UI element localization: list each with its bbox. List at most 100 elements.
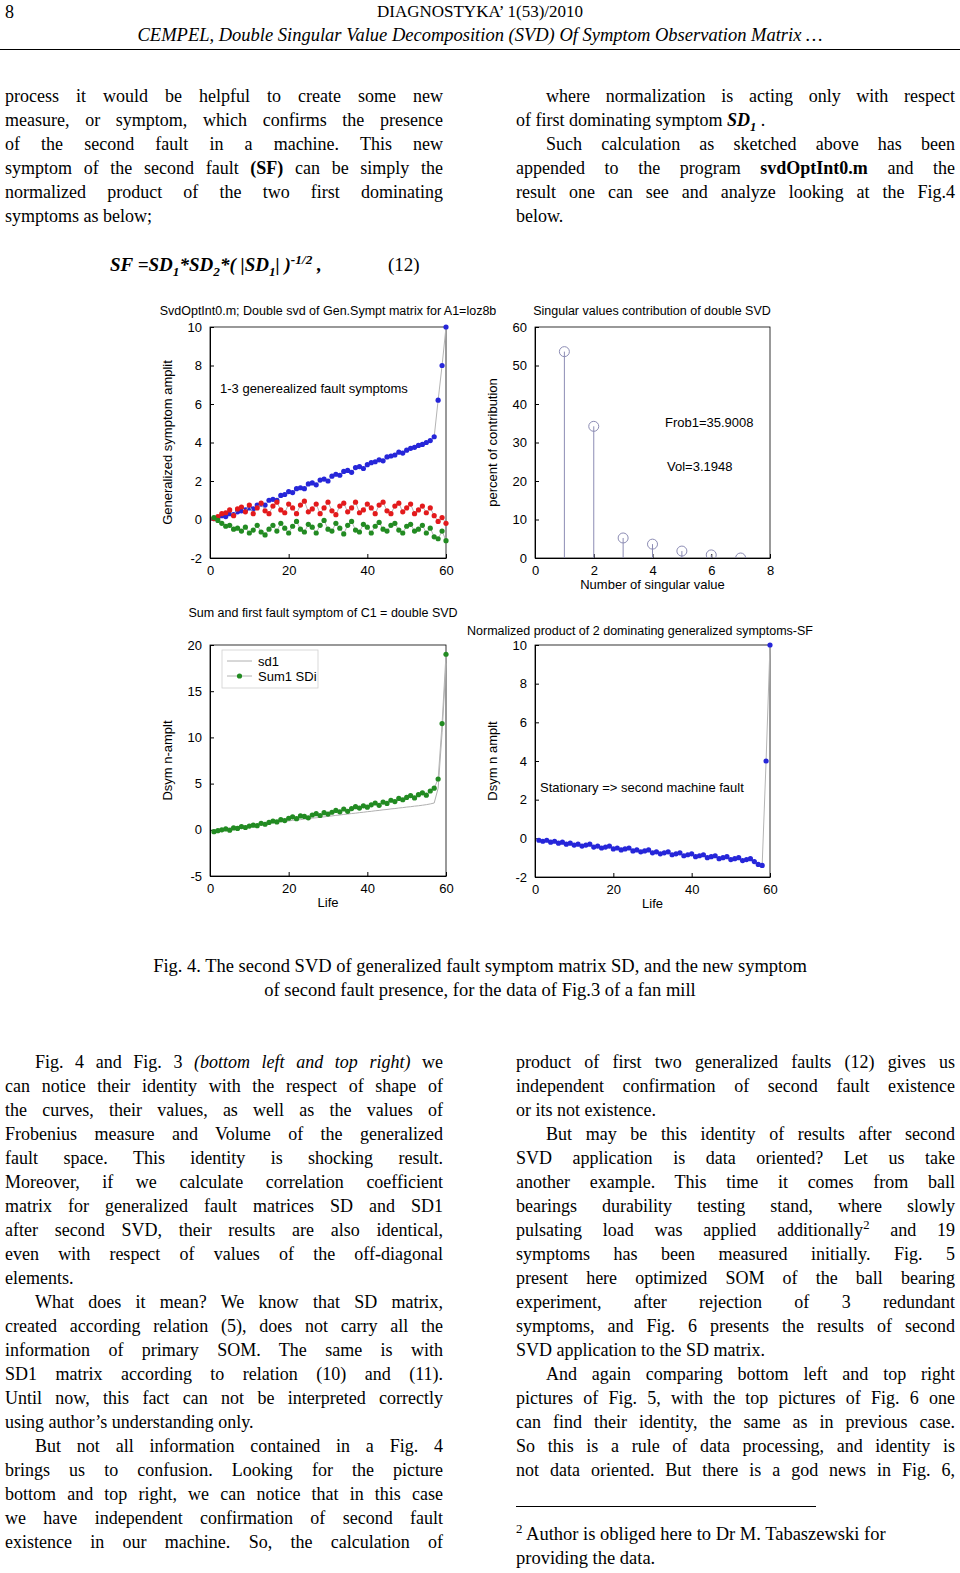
tick-label: -2 [515,870,527,885]
chart-title: SvdOptInt0.m; Double svd of Gen.Sympt ma… [160,304,497,318]
point [227,523,232,528]
text-line: What does it mean? We know that SD matri… [5,1290,443,1314]
text-line: can find their identity, the same as in … [516,1410,955,1434]
tick-mark [210,404,214,405]
text-run: appended to the program [516,158,760,178]
point [290,505,295,510]
point [290,490,295,495]
text-line: SVD application is data oriented? Let us… [516,1146,955,1170]
chart-title: Sum and first fault symptom of C1 = doub… [188,606,457,620]
stem-head [559,347,569,357]
figure: 0204060-20246810SvdOptInt0.m; Double svd… [0,0,960,1573]
text-line: elements. [5,1266,443,1290]
chart: 0204060-505101520Sum and first fault sym… [160,606,458,910]
marks [211,324,448,543]
point [400,530,405,535]
point [353,500,358,505]
tick-label: 8 [767,563,774,578]
x-axis: 0204060 [532,873,778,897]
point [302,499,307,504]
point [310,506,315,511]
point [420,523,425,528]
point [439,528,444,533]
text-line: where normalization is acting only with … [516,84,955,108]
chart: 0204060-20246810SvdOptInt0.m; Double svd… [160,304,497,578]
y-axis: -20246810 [513,638,539,885]
stem [711,555,712,558]
point [432,513,437,518]
tick-mark [692,873,693,877]
point [247,502,252,507]
point [274,500,279,505]
text-line: SD1 matrix according to relation (10) an… [5,1362,443,1386]
stem [593,426,594,558]
point [227,507,232,512]
point [400,509,405,514]
tick-mark [535,520,539,521]
tick-label: 8 [195,358,202,373]
stem [681,551,682,558]
tick-mark [535,684,539,685]
text-line: after second SVD, their results are also… [5,1218,443,1242]
x-axis: 0204060 [207,872,454,896]
point [384,528,389,533]
point [262,532,267,537]
y-axis: -20246810 [188,320,214,566]
y-tick: -2 [190,551,214,566]
point [255,505,260,510]
tick-mark [210,443,214,444]
point [432,786,437,791]
series-line [214,327,446,519]
tick-label: 50 [513,358,527,373]
point [310,525,315,530]
stem-head [648,539,658,549]
text-line: even with respect of values of the off-d… [5,1242,443,1266]
series-line [214,518,446,541]
stem [623,538,624,558]
point [349,505,354,510]
text-line: Moreover, if we calculate correlation co… [5,1170,443,1194]
text-line: of the second fault in a machine. This n… [5,132,443,156]
point [361,507,366,512]
text-line: created according relation (5), does not… [5,1314,443,1338]
text-run: (SF) [250,158,283,178]
point [420,503,425,508]
tick-label: 6 [520,715,527,730]
tick-label: 0 [532,882,539,897]
point [231,513,236,518]
point [270,523,275,528]
point [329,528,334,533]
legend-swatch [227,661,252,662]
point [266,527,271,532]
tick-mark [535,443,539,444]
chart: 0204060-20246810Normalized product of 2 … [467,624,813,911]
tick-label: 30 [513,435,527,450]
y-tick: 60 [513,320,539,335]
point [428,505,433,510]
tick-label: 0 [520,831,527,846]
point [349,519,354,524]
text-line: Frobenius measure and Volume of the gene… [5,1122,443,1146]
marks [536,642,772,868]
tick-mark [535,404,539,405]
tick-mark [535,800,539,801]
text-line: measure, or symptom, which confirms the … [5,108,443,132]
tick-label: 20 [607,882,621,897]
point [443,538,448,543]
journal-name: DIAGNOSTYKA’ 1(53)/2010 [0,0,960,24]
point [408,522,413,527]
x-tick: 40 [361,554,375,578]
y-tick: 10 [188,730,214,745]
tick-label: 4 [195,435,202,450]
point [278,521,283,526]
point [436,536,441,541]
tick-label: 6 [195,397,202,412]
point [373,511,378,516]
text-line: But not all information contained in a F… [5,1434,443,1458]
text-line: existence in our machine. So, the calcul… [5,1530,443,1554]
point [266,511,271,516]
point [286,530,291,535]
footnote-line: 2 Author is obliged here to Dr M. Tabasz… [516,1522,886,1546]
text-line: Until now, this fact can not be interpre… [5,1386,443,1410]
text-line: present here optimized SOM of the ball b… [516,1266,955,1290]
